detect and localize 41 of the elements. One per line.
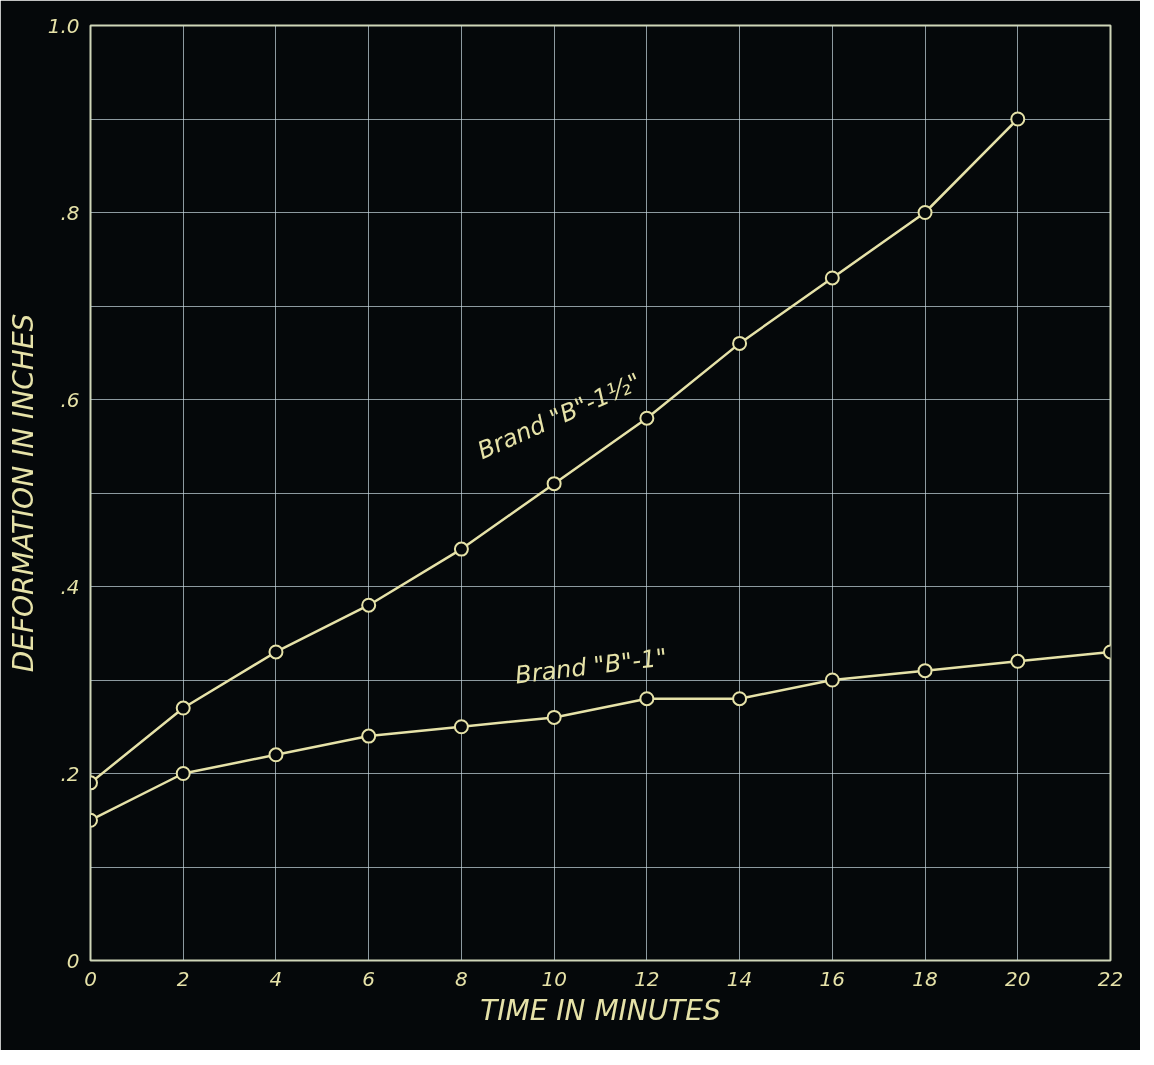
x-tick-label: 0	[84, 966, 97, 991]
x-tick-label: 12	[634, 966, 660, 991]
point	[1010, 111, 1026, 127]
point	[824, 672, 840, 688]
point	[639, 410, 655, 426]
point	[453, 541, 469, 557]
point	[361, 597, 377, 613]
text: Brand "B"-1"	[513, 643, 669, 690]
point	[917, 205, 933, 220]
y-tick-label: 1.0	[47, 13, 80, 38]
y-tick-label: .4	[60, 574, 80, 599]
point	[732, 335, 748, 351]
point	[175, 766, 191, 781]
x-tick-label: 14	[726, 966, 753, 991]
y-tick-label: .6	[60, 387, 80, 412]
point	[732, 691, 748, 707]
x-tick-label: 2	[176, 966, 190, 991]
point	[824, 270, 840, 286]
x-tick-label: 20	[1005, 966, 1031, 991]
x-tick-label: 10	[541, 966, 567, 991]
y-axis-title: DEFORMATION IN INCHES	[6, 313, 40, 673]
point	[268, 747, 284, 763]
y-tick-label: 0	[66, 948, 80, 973]
point	[361, 728, 377, 744]
point	[639, 691, 655, 707]
point	[546, 476, 562, 492]
x-tick-label: 16	[819, 966, 846, 991]
point	[1010, 653, 1026, 669]
x-axis-title: TIME IN MINUTES	[480, 993, 721, 1027]
point	[546, 709, 562, 725]
y-tick-label: .8	[60, 200, 80, 225]
x-tick-label: 8	[455, 966, 468, 991]
point	[175, 700, 191, 716]
y-tick-label: .2	[60, 761, 80, 786]
x-tick-label: 18	[912, 966, 938, 991]
point	[453, 719, 469, 735]
point	[268, 644, 284, 660]
x-tick-label: 6	[362, 966, 376, 991]
x-tick-label: 4	[269, 966, 283, 991]
x-tick-label: 22	[1097, 966, 1124, 991]
point	[917, 663, 933, 679]
